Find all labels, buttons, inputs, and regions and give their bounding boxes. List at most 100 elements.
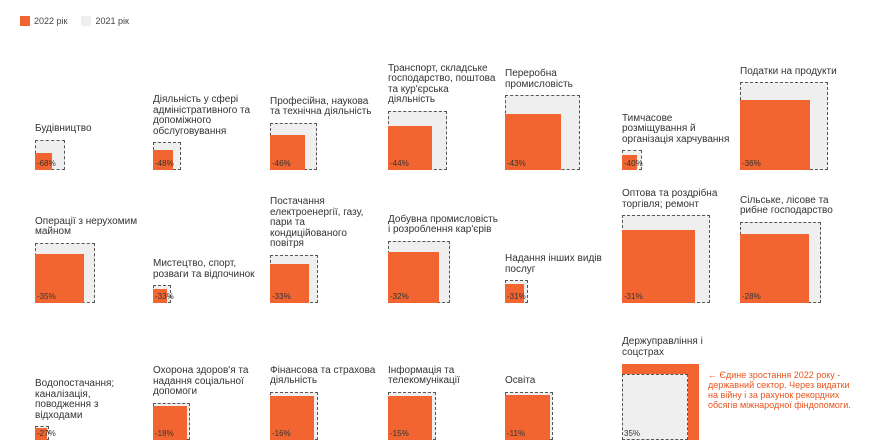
bar-2021 xyxy=(622,374,688,440)
sector-label: Будівництво xyxy=(35,123,92,135)
sector-cell: Професійна, наукова та технічна діяльніс… xyxy=(270,37,380,170)
bar-2022 xyxy=(505,284,524,303)
sector-label-box: Фінансова та страхова діяльність xyxy=(270,307,380,387)
change-label: -33% xyxy=(155,292,174,301)
sector-label-box: Переробна промисловість xyxy=(505,37,615,90)
sector-cell: Операції з нерухомим майном -35% xyxy=(35,170,145,303)
sector-plot: -28% xyxy=(740,221,822,303)
sector-plot: -15% xyxy=(388,391,437,440)
sector-cell: Транспорт, складське господарство, пошто… xyxy=(388,37,498,170)
sector-label: Постачання електроенергії, газу, пари та… xyxy=(270,196,364,250)
change-label: -11% xyxy=(507,429,526,438)
sector-label-box: Водопостачання; каналізація, поводження … xyxy=(35,307,145,421)
annotation-note: ← Єдине зростання 2022 року - державний … xyxy=(708,370,851,410)
sector-plot: -18% xyxy=(153,402,191,440)
sector-label: Транспорт, складське господарство, пошто… xyxy=(388,62,496,106)
sector-plot: -44% xyxy=(388,110,448,170)
sector-label: Водопостачання; каналізація, поводження … xyxy=(35,378,115,421)
sector-label: Освіта xyxy=(505,375,536,387)
legend: 2022 рік 2021 рік xyxy=(20,14,143,28)
sector-cell: Переробна промисловість -43% xyxy=(505,37,615,170)
sector-cell: Добувна промисловість і розроблення кар'… xyxy=(388,170,498,303)
change-label: -68% xyxy=(37,159,56,168)
change-label: -31% xyxy=(624,292,643,301)
sector-plot: -43% xyxy=(505,95,580,170)
bar-2022 xyxy=(153,149,174,170)
sector-label-box: Тимчасове розміщування й організація хар… xyxy=(622,37,732,145)
change-label: -44% xyxy=(390,159,409,168)
change-label: -46% xyxy=(272,159,291,168)
sector-plot: -27% xyxy=(35,426,56,440)
bar-2022 xyxy=(153,406,187,440)
legend-item-2022: 2022 рік xyxy=(20,16,67,26)
change-label: -33% xyxy=(272,292,291,301)
sector-label: Операції з нерухомим майном xyxy=(35,215,138,238)
change-label: 35% xyxy=(624,429,641,438)
sector-label: Податки на продукти xyxy=(740,65,837,77)
sector-plot: -40% xyxy=(622,150,643,170)
sector-label-box: Постачання електроенергії, газу, пари та… xyxy=(270,170,380,250)
change-label: -15% xyxy=(390,429,409,438)
sector-label-box: Транспорт, складське господарство, пошто… xyxy=(388,37,498,106)
sector-label: Переробна промисловість xyxy=(505,68,573,90)
bar-2022 xyxy=(622,229,696,303)
sector-plot: -32% xyxy=(388,240,451,303)
sector-label-box: Будівництво xyxy=(35,37,145,135)
change-label: -18% xyxy=(155,429,174,438)
sector-label-box: Освіта xyxy=(505,307,615,387)
bar-2022 xyxy=(388,125,433,170)
bar-2022 xyxy=(35,152,53,170)
sector-label: Діяльність у сфері адміністративного та … xyxy=(153,94,251,137)
bar-2022 xyxy=(270,263,310,303)
change-label: -16% xyxy=(272,429,291,438)
bar-2022 xyxy=(505,394,551,440)
legend-swatch-2021 xyxy=(81,16,92,26)
sector-plot: -48% xyxy=(153,142,181,170)
sector-cell: Інформація та телекомунікації -15% xyxy=(388,307,498,440)
sector-plot: -35% xyxy=(35,242,96,303)
legend-item-2021: 2021 рік xyxy=(81,16,129,26)
bar-2022 xyxy=(740,99,811,170)
sector-plot: -31% xyxy=(505,280,528,303)
sector-label: Професійна, наукова та технічна діяльніс… xyxy=(270,95,372,118)
sector-cell: Мистецтво, спорт, розваги та відпочинок -… xyxy=(153,170,263,303)
change-label: -27% xyxy=(37,429,56,438)
legend-swatch-2022 xyxy=(20,16,30,26)
sector-cell: Податки на продукти -36% xyxy=(740,37,850,170)
bar-2022 xyxy=(622,154,638,170)
sector-cell: Фінансова та страхова діяльність -16% xyxy=(270,307,380,440)
sector-label: Тимчасове розміщування й організація хар… xyxy=(622,112,730,145)
bar-2022 xyxy=(270,395,315,440)
sector-cell: Постачання електроенергії, газу, пари та… xyxy=(270,170,380,303)
sector-cell: Тимчасове розміщування й організація хар… xyxy=(622,37,732,170)
sector-cell: Охорона здоров'я та надання соціальної д… xyxy=(153,307,263,440)
sector-cell: Держуправління і соцстрах 35% xyxy=(622,307,732,440)
bar-2022 xyxy=(35,254,84,303)
sector-plot: -11% xyxy=(505,391,554,440)
sector-plot: -31% xyxy=(622,215,710,303)
sector-plot: -46% xyxy=(270,122,318,170)
sector-cell: Водопостачання; каналізація, поводження … xyxy=(35,307,145,440)
sector-label: Фінансова та страхова діяльність xyxy=(270,364,376,387)
sector-label-box: Діяльність у сфері адміністративного та … xyxy=(153,37,263,137)
sector-cell: Сільське, лісове та рибне господарство -2… xyxy=(740,170,850,303)
change-label: -32% xyxy=(390,292,409,301)
change-label: -48% xyxy=(155,159,174,168)
bar-2022 xyxy=(153,288,168,303)
legend-label-2022: 2022 рік xyxy=(34,16,68,26)
change-label: -35% xyxy=(37,292,56,301)
bar-2022 xyxy=(35,428,47,440)
sector-label-box: Оптова та роздрібна торгівля; ремонт xyxy=(622,170,732,210)
sector-cell: Будівництво -68% xyxy=(35,37,145,170)
sector-label-box: Податки на продукти xyxy=(740,37,850,77)
sector-plot: -36% xyxy=(740,82,828,170)
change-label: -40% xyxy=(624,159,643,168)
sector-label-box: Надання інших видів послуг xyxy=(505,170,615,275)
sector-label: Інформація та телекомунікації xyxy=(388,364,460,387)
sector-label-box: Охорона здоров'я та надання соціальної д… xyxy=(153,307,263,398)
sector-label: Добувна промисловість і розроблення кар'… xyxy=(388,213,498,236)
sector-plot: -33% xyxy=(270,254,319,303)
sector-label: Сільське, лісове та рибне господарство xyxy=(740,194,833,217)
sector-plot: -16% xyxy=(270,391,319,440)
sector-cell: Діяльність у сфері адміністративного та … xyxy=(153,37,263,170)
